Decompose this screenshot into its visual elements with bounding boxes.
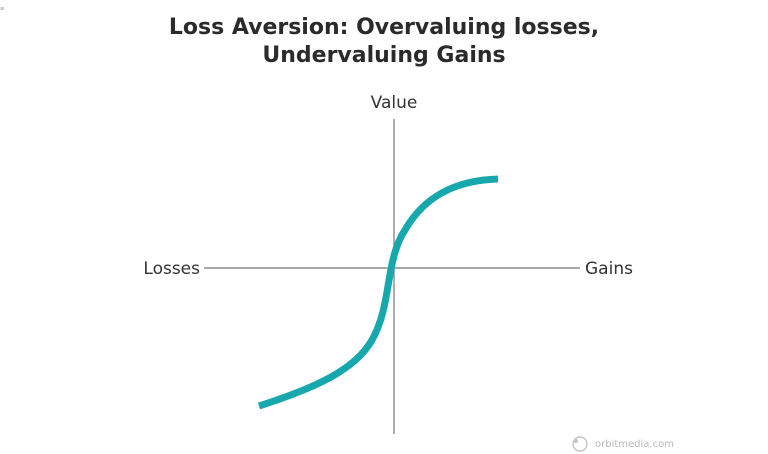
gains-axis-label: Gains bbox=[585, 259, 633, 279]
value-axis-label: Value bbox=[371, 93, 418, 113]
loss-aversion-curve bbox=[257, 175, 499, 410]
diagram-title: Loss Aversion: Overvaluing losses, Under… bbox=[0, 14, 768, 70]
menu-mark-icon: ≡ bbox=[0, 6, 5, 13]
orbit-logo-icon bbox=[572, 436, 588, 452]
title-line-1: Loss Aversion: Overvaluing losses, bbox=[168, 15, 600, 40]
losses-axis-label: Losses bbox=[143, 259, 200, 279]
orbitmedia-watermark: orbitmedia.com bbox=[570, 434, 674, 454]
watermark-text: orbitmedia.com bbox=[595, 438, 674, 450]
title-line-2: Undervaluing Gains bbox=[262, 43, 506, 68]
